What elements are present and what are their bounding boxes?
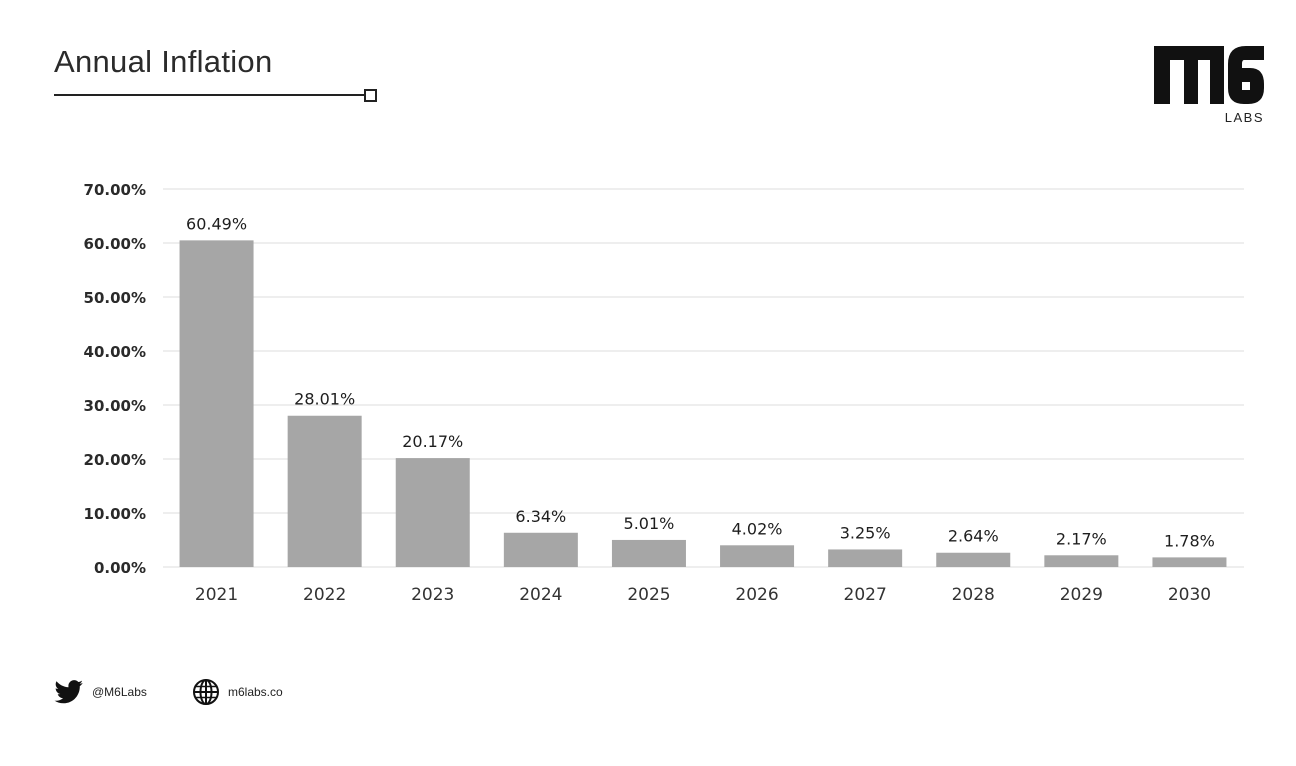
bar <box>287 415 362 567</box>
bar <box>395 458 470 567</box>
y-tick-label: 60.00% <box>84 235 146 253</box>
x-tick-label: 2025 <box>627 585 670 605</box>
title-underline <box>54 94 364 96</box>
y-tick-label: 70.00% <box>84 181 146 199</box>
bar-chart: 0.00% 10.00% 20.00% 30.00% 40.00% 50.00% 60.00… <box>84 181 1244 605</box>
title-underline-end-square <box>364 89 377 102</box>
data-label: 60.49% <box>186 214 247 233</box>
bar <box>936 552 1011 567</box>
data-label: 3.25% <box>840 523 891 542</box>
y-tick-label: 0.00% <box>94 559 146 577</box>
data-label: 20.17% <box>402 432 463 451</box>
m6-labs-logo <box>1154 46 1264 104</box>
bar <box>503 532 578 567</box>
bar <box>179 240 254 567</box>
footer-website[interactable]: m6labs.co <box>192 677 283 707</box>
data-label: 2.64% <box>948 527 999 546</box>
x-tick-label: 2021 <box>195 585 238 605</box>
x-tick-label: 2030 <box>1168 585 1211 605</box>
y-tick-label: 20.00% <box>84 451 146 469</box>
x-tick-label: 2023 <box>411 585 454 605</box>
logo-subtitle: LABS <box>1224 110 1264 125</box>
bar <box>611 539 686 567</box>
twitter-handle: @M6Labs <box>92 685 147 699</box>
x-tick-label: 2024 <box>519 585 562 605</box>
data-label: 2.17% <box>1056 529 1107 548</box>
y-tick-label: 10.00% <box>84 505 146 523</box>
data-label: 6.34% <box>515 507 566 526</box>
y-tick-label: 30.00% <box>84 397 146 415</box>
x-tick-label: 2022 <box>303 585 346 605</box>
bar <box>828 549 903 567</box>
page-title: Annual Inflation <box>54 44 273 79</box>
data-label: 1.78% <box>1164 531 1215 550</box>
footer-twitter[interactable]: @M6Labs <box>54 677 147 707</box>
x-tick-label: 2027 <box>844 585 887 605</box>
data-label: 5.01% <box>624 514 675 533</box>
bar <box>1152 557 1227 567</box>
data-label: 4.02% <box>732 519 783 538</box>
data-label: 28.01% <box>294 390 355 409</box>
x-tick-label: 2028 <box>952 585 995 605</box>
twitter-icon <box>54 680 83 704</box>
y-tick-label: 50.00% <box>84 289 146 307</box>
x-tick-label: 2026 <box>735 585 778 605</box>
globe-icon <box>193 679 219 705</box>
x-tick-label: 2029 <box>1060 585 1103 605</box>
y-tick-label: 40.00% <box>84 343 146 361</box>
bar <box>1044 555 1119 567</box>
website-link: m6labs.co <box>228 685 283 699</box>
bar <box>720 545 795 567</box>
